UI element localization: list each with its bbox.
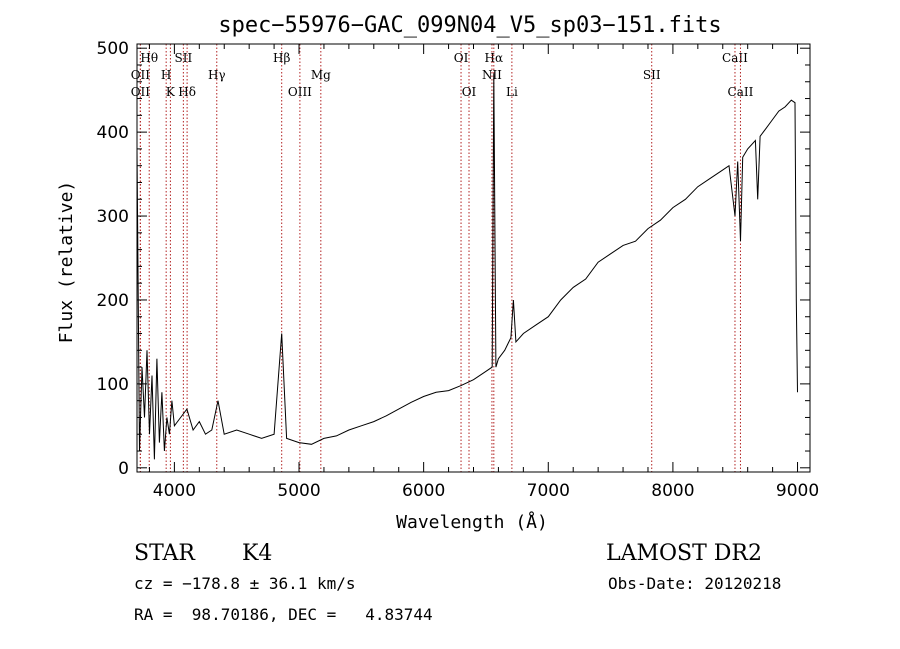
spectral-marker-label: NII [482,68,502,82]
spectral-marker-label: SII [643,68,661,82]
spectral-marker-label: CaII [722,51,748,65]
spectral-marker-label: OI [454,51,469,65]
spectral-marker-label: Mg [311,68,331,82]
plot-frame [136,43,811,473]
spectral-marker-label: CaII [728,85,754,99]
y-axis-ticks: 0 100 200 300 400 500 [97,39,810,479]
x-tick-label: 4000 [153,481,196,501]
spectral-marker-label: SII [175,51,193,65]
object-type: STAR [134,541,195,566]
coordinates: RA = 98.70186, DEC = 4.83744 [134,605,433,624]
spectral-marker-label: Hθ [140,51,158,65]
spectral-marker-label: K [166,85,176,99]
spectral-marker-label: Hα [485,51,504,65]
x-tick-label: 7000 [527,481,570,501]
y-tick-label: 0 [118,459,129,479]
spectral-marker-label: OII [131,85,151,99]
x-axis-label: Wavelength (Å) [396,511,548,533]
y-tick-label: 100 [97,375,129,395]
object-subclass: K4 [242,541,273,566]
obs-date: Obs-Date: 20120218 [608,574,782,593]
spectral-marker-label: H [161,68,171,82]
chart-title: spec−55976−GAC_099N04_V5_sp03−151.fits [218,13,721,38]
x-tick-label: 8000 [651,481,694,501]
y-tick-label: 300 [97,207,129,227]
x-tick-label: 9000 [776,481,819,501]
y-tick-label: 500 [97,39,129,59]
spectrum-series-line [136,73,798,460]
spectral-marker-label: OIII [288,85,312,99]
x-tick-label: 6000 [402,481,445,501]
spectral-marker-label: Hγ [208,68,226,82]
spectral-marker-label: OI [462,85,477,99]
survey-name: LAMOST DR2 [606,541,762,566]
x-tick-label: 5000 [277,481,320,501]
y-tick-label: 400 [97,123,129,143]
spectral-marker-label: Hδ [178,85,196,99]
spectral-marker-label: OII [131,68,151,82]
y-tick-label: 200 [97,291,129,311]
x-axis-ticks: 4000 5000 6000 7000 8000 9000 [148,44,819,501]
spectral-line-markers: Hθ OII OII HK SII Hδ Hγ Hβ OIII Mg OI OI Hα NII Li SII C… [131,44,754,472]
spectral-marker-label: Hβ [273,51,290,65]
velocity-readout: cz = −178.8 ± 36.1 km/s [134,574,356,593]
spectral-marker-label: Li [506,85,518,99]
y-axis-label: Flux (relative) [56,181,77,344]
